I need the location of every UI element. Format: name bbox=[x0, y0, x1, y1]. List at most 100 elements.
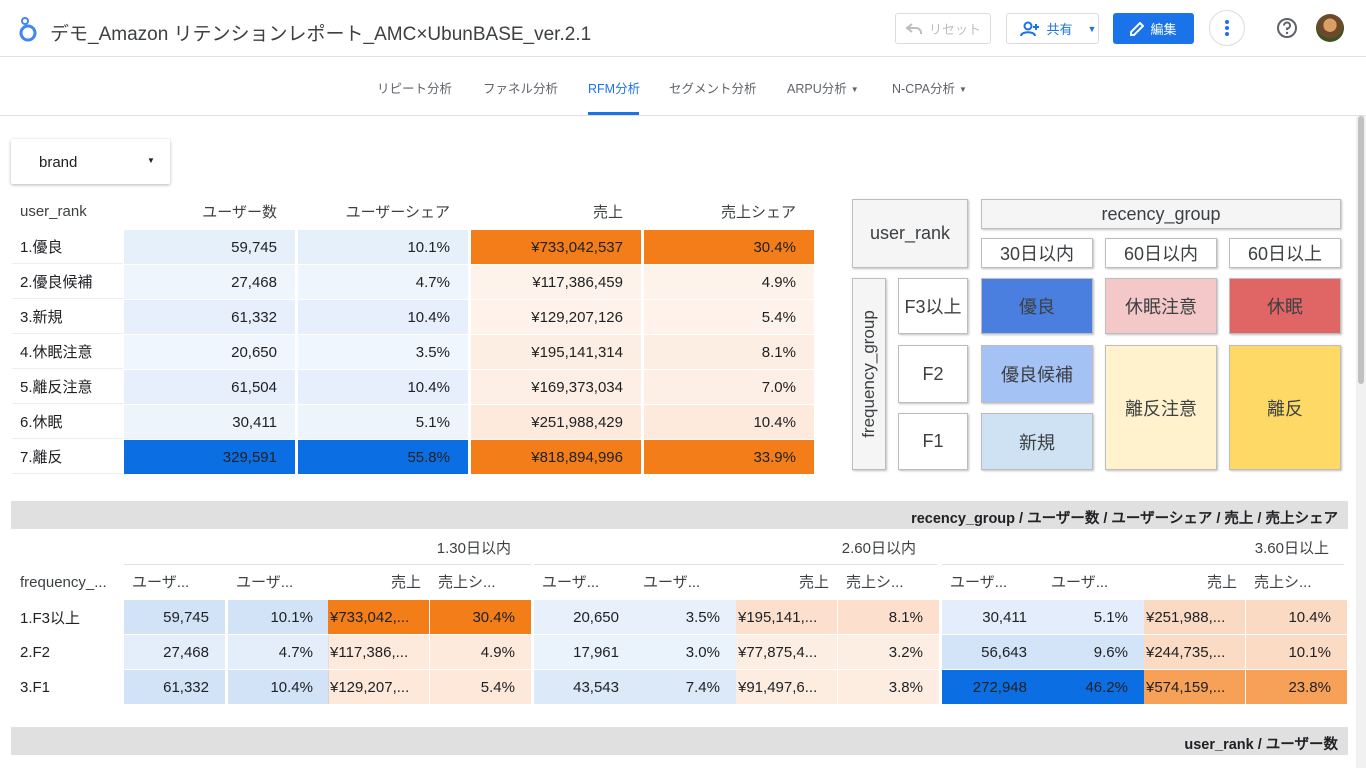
table1-cell-user-share: 10.4% bbox=[298, 370, 468, 404]
table1-cell-user-share: 5.1% bbox=[298, 405, 468, 439]
recency-group-label: 1.30日以内 bbox=[436, 540, 511, 557]
table2-cell: 17,961 bbox=[534, 635, 635, 669]
edit-button[interactable]: 編集 bbox=[1113, 13, 1194, 44]
frequency-row-label: 3.F1 bbox=[20, 678, 51, 696]
share-button[interactable]: 共有 bbox=[1006, 13, 1087, 44]
table2-cell: 10.1% bbox=[228, 600, 329, 634]
table2-cell: 3.5% bbox=[635, 600, 736, 634]
scrollbar-thumb[interactable] bbox=[1358, 116, 1364, 384]
table2-cell: 20,650 bbox=[534, 600, 635, 634]
more-vert-icon bbox=[1225, 20, 1229, 36]
col-header[interactable]: 売上 bbox=[390, 574, 421, 591]
table2-cell: ¥244,735,... bbox=[1144, 635, 1245, 669]
tab-segment-analysis[interactable]: セグメント分析 bbox=[669, 82, 757, 96]
undo-icon bbox=[905, 22, 922, 34]
col-header[interactable]: ユーザ... bbox=[950, 574, 1008, 591]
caret-down-icon: ▼ bbox=[147, 156, 155, 165]
avatar[interactable] bbox=[1316, 14, 1344, 42]
table1-cell-user-share: 3.5% bbox=[298, 335, 468, 369]
tab-rfm-analysis[interactable]: RFM分析 bbox=[588, 82, 641, 96]
table1-cell-users: 61,332 bbox=[124, 300, 295, 334]
col-header[interactable]: 売上シ... bbox=[438, 574, 496, 591]
table2-cell: 43,543 bbox=[534, 670, 635, 704]
header-divider bbox=[124, 564, 531, 565]
help-icon[interactable] bbox=[1276, 17, 1298, 39]
table1-cell-sales-share: 10.4% bbox=[644, 405, 814, 439]
more-options-button[interactable] bbox=[1209, 10, 1245, 46]
table2-cell: 59,745 bbox=[124, 600, 225, 634]
recency-group-label: 3.60日以上 bbox=[1254, 540, 1329, 557]
col-header[interactable]: 売上 bbox=[798, 574, 829, 591]
table2-cell: 46.2% bbox=[1043, 670, 1144, 704]
table1-cell-user-share: 10.1% bbox=[298, 230, 468, 264]
table2-cell: 9.6% bbox=[1043, 635, 1144, 669]
table2-cell: 61,332 bbox=[124, 670, 225, 704]
col-header[interactable]: 売上シ... bbox=[846, 574, 904, 591]
tab-arpu-analysis[interactable]: ARPU分析 ▼ bbox=[787, 78, 859, 97]
col-header-sales-share[interactable]: 売上シェア bbox=[720, 204, 796, 221]
table2-cell: 10.4% bbox=[228, 670, 329, 704]
col-header[interactable]: ユーザ... bbox=[542, 574, 600, 591]
top-bar: デモ_Amazon リテンションレポート_AMC×UbunBASE_ver.2.… bbox=[0, 0, 1366, 57]
frequency-f3-header: F3以上 bbox=[898, 278, 968, 334]
segment-dormant: 休眠 bbox=[1229, 278, 1341, 334]
col-header-users[interactable]: ユーザー数 bbox=[202, 204, 277, 221]
report-title: デモ_Amazon リテンションレポート_AMC×UbunBASE_ver.2.… bbox=[50, 24, 592, 45]
page-nav: リピート分析 ファネル分析 RFM分析 セグメント分析 ARPU分析 ▼ N-CP… bbox=[0, 57, 1366, 116]
table1-cell-sales: ¥117,386,459 bbox=[471, 265, 641, 299]
recency-section-header: recency_group / ユーザー数 / ユーザーシェア / 売上 / 売… bbox=[11, 501, 1348, 529]
share-dropdown-button[interactable]: ▼ bbox=[1086, 13, 1099, 44]
table2-cell: 7.4% bbox=[635, 670, 736, 704]
table2-cell: 10.4% bbox=[1246, 600, 1347, 634]
table2-cell: 27,468 bbox=[124, 635, 225, 669]
reset-label: リセット bbox=[928, 22, 981, 37]
tab-repeat-analysis[interactable]: リピート分析 bbox=[377, 82, 453, 96]
table1-cell-users: 20,650 bbox=[124, 335, 295, 369]
col-header-user-share[interactable]: ユーザーシェア bbox=[345, 204, 450, 221]
table2-cell: 5.1% bbox=[1043, 600, 1144, 634]
segment-new: 新規 bbox=[981, 413, 1093, 470]
recency-group-header: recency_group bbox=[981, 199, 1341, 229]
col-header[interactable]: ユーザ... bbox=[132, 574, 190, 591]
vertical-scrollbar[interactable] bbox=[1356, 116, 1366, 768]
table1-cell-rank: 1.優良 bbox=[12, 230, 123, 264]
table2-cell: ¥733,042,... bbox=[328, 600, 429, 634]
col-header[interactable]: ユーザ... bbox=[236, 574, 294, 591]
col-header[interactable]: ユーザ... bbox=[643, 574, 701, 591]
table1-cell-user-share: 55.8% bbox=[298, 440, 468, 474]
table2-cell: 3.2% bbox=[838, 635, 939, 669]
row-header-frequency[interactable]: frequency_... bbox=[20, 574, 107, 591]
tab-funnel-analysis[interactable]: ファネル分析 bbox=[483, 82, 559, 96]
table1-cell-users: 30,411 bbox=[124, 405, 295, 439]
table2-cell: 5.4% bbox=[430, 670, 531, 704]
tab-ncpa-analysis[interactable]: N-CPA分析 ▼ bbox=[892, 78, 967, 97]
segment-churn: 離反 bbox=[1229, 345, 1341, 470]
col-header[interactable]: 売上シ... bbox=[1254, 574, 1312, 591]
segment-best-candidate: 優良候補 bbox=[981, 345, 1093, 403]
table1-cell-rank: 7.離反 bbox=[12, 440, 123, 474]
col-header-sales[interactable]: 売上 bbox=[592, 204, 623, 221]
table1-cell-rank: 6.休眠 bbox=[12, 405, 123, 439]
add-person-icon bbox=[1020, 21, 1040, 36]
table1-cell-sales: ¥129,207,126 bbox=[471, 300, 641, 334]
table2-cell: 30,411 bbox=[942, 600, 1043, 634]
table2-cell: 4.7% bbox=[228, 635, 329, 669]
table2-cell: 8.1% bbox=[838, 600, 939, 634]
table2-cell: 4.9% bbox=[430, 635, 531, 669]
brand-filter-dropdown[interactable]: brand ▼ bbox=[11, 139, 170, 184]
reset-button[interactable]: リセット bbox=[895, 13, 991, 44]
table1-cell-sales: ¥169,373,034 bbox=[471, 370, 641, 404]
col-header-user-rank[interactable]: user_rank bbox=[20, 203, 87, 220]
col-header[interactable]: ユーザ... bbox=[1051, 574, 1109, 591]
matrix-corner-label: user_rank bbox=[852, 199, 968, 268]
recency-over60d-header: 60日以上 bbox=[1229, 238, 1341, 268]
user-rank-section-header: user_rank / ユーザー数 bbox=[11, 727, 1348, 755]
table1-cell-sales-share: 5.4% bbox=[644, 300, 814, 334]
segment-best: 優良 bbox=[981, 278, 1093, 334]
recency-30d-header: 30日以内 bbox=[981, 238, 1093, 268]
table1-cell-users: 27,468 bbox=[124, 265, 295, 299]
header-divider bbox=[534, 564, 937, 565]
header-divider bbox=[942, 564, 1344, 565]
col-header[interactable]: 売上 bbox=[1206, 574, 1237, 591]
active-tab-indicator bbox=[588, 112, 639, 115]
